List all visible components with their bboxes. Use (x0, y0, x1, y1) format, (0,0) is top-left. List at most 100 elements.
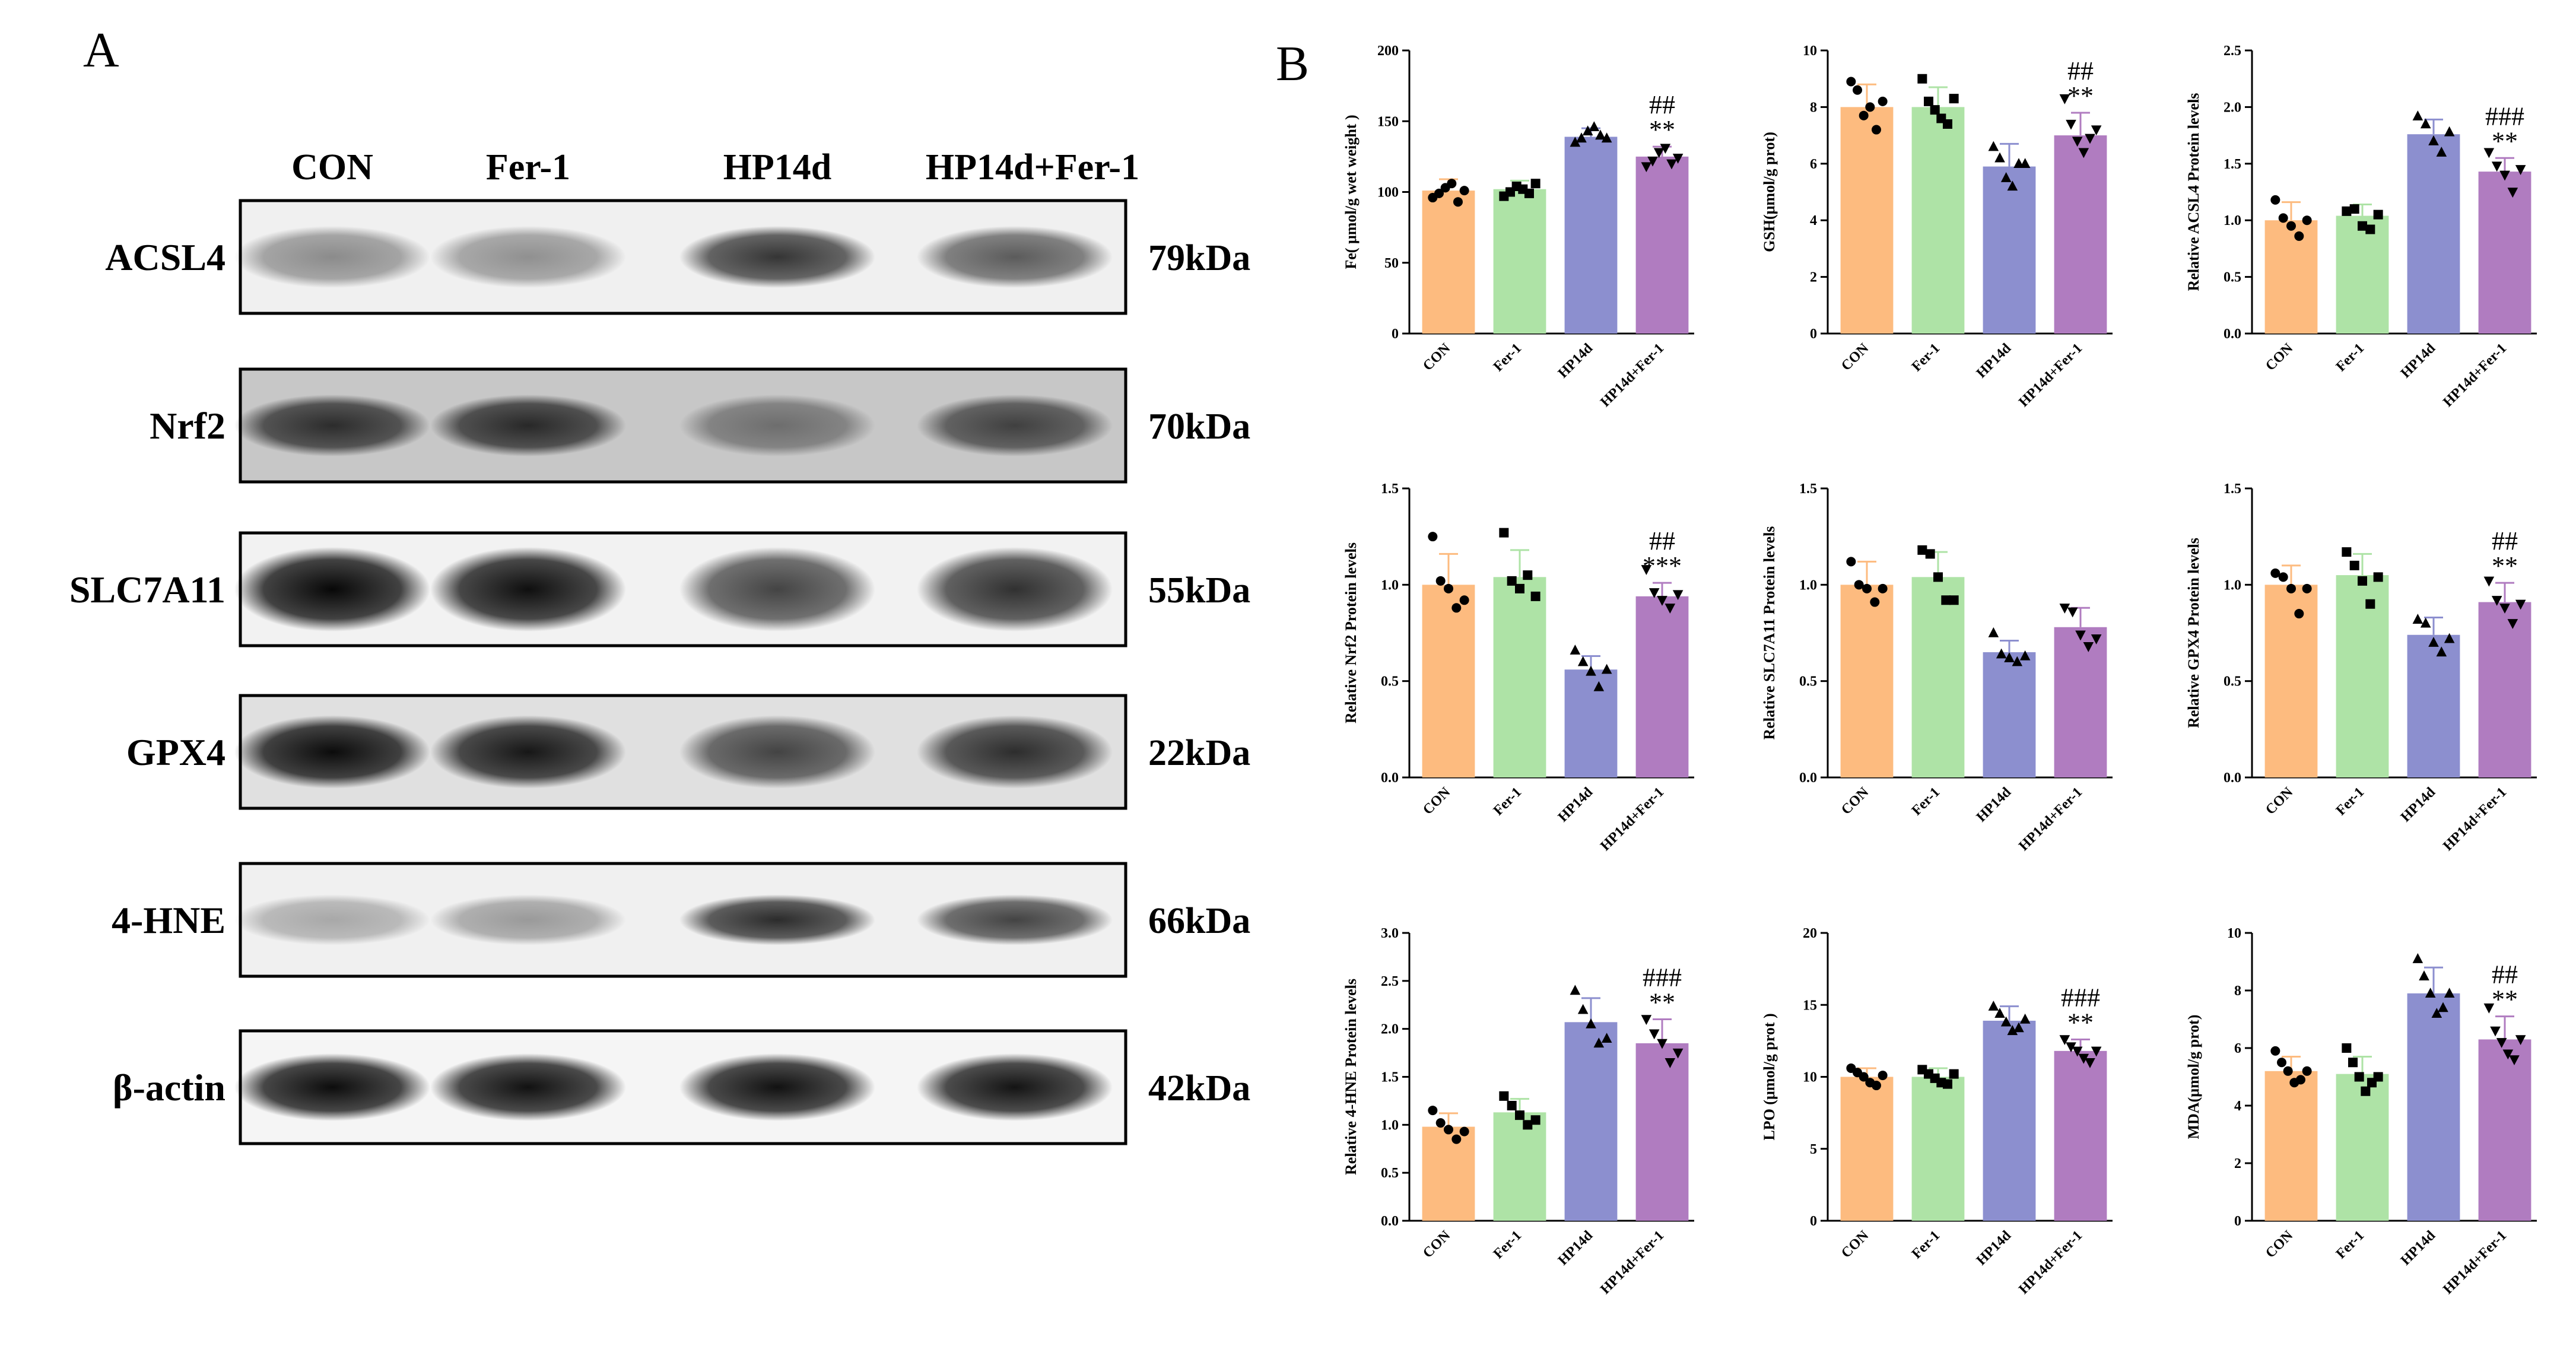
y-tick-label: 0 (2234, 1214, 2241, 1229)
data-point (2348, 1058, 2358, 1068)
data-point (2270, 195, 2280, 205)
band-gpx4-hp14d (679, 715, 875, 789)
data-point (1641, 1015, 1652, 1026)
data-point (2294, 609, 2304, 619)
data-point (1434, 188, 1444, 198)
bar-hp14d-fer-1 (1635, 596, 1689, 777)
data-point (1515, 1110, 1524, 1120)
data-point (2286, 583, 2296, 593)
data-point (2354, 1072, 2364, 1082)
data-point (2342, 547, 2352, 557)
band-4-hne-fer-1 (430, 894, 626, 945)
data-point (2499, 604, 2510, 614)
protein-label-acsl4: ACSL4 (105, 236, 225, 278)
data-point (2428, 135, 2439, 145)
bar-con (1422, 1126, 1475, 1221)
data-point (2091, 634, 2102, 645)
data-point (2425, 988, 2436, 998)
y-tick-label: 100 (1377, 185, 1399, 201)
kda-label-gpx4: 22kDa (1148, 733, 1250, 773)
data-point (1859, 1072, 1869, 1082)
data-point (1846, 557, 1856, 567)
data-point (1530, 591, 1540, 601)
data-point (2278, 572, 2288, 582)
y-tick-label: 0.0 (1381, 770, 1399, 786)
y-tick-label: 0.5 (1381, 1166, 1399, 1181)
data-point (1854, 580, 1864, 590)
data-point (1925, 549, 1935, 559)
data-point (1949, 595, 1959, 605)
data-point (1577, 656, 1589, 666)
blot-row-nrf2: Nrf2 70kDa (150, 367, 1250, 484)
data-point (2072, 136, 2083, 147)
band-nrf2-hp14d-fer-1 (917, 394, 1113, 457)
data-point (1870, 597, 1880, 607)
bar-hp14d-fer-1 (2478, 1039, 2531, 1221)
band-actin-con (234, 1053, 430, 1121)
y-tick-label: 2.5 (1381, 974, 1399, 989)
data-point (1570, 136, 1581, 147)
blot-strips: ACSL4 79kDa Nrf2 70kDa SLC7A11 55kDa GPX4 22kDa… (69, 199, 1250, 1145)
data-point (2431, 1008, 2442, 1018)
data-point (1453, 197, 1463, 207)
bar-con (1840, 107, 1894, 334)
data-point (1577, 1004, 1589, 1014)
data-point (2412, 110, 2423, 120)
y-tick-label: 8 (1810, 100, 1817, 115)
band-slc7a11-hp14d (679, 547, 875, 632)
bar-hp14d (1564, 136, 1618, 334)
data-point (2349, 204, 2359, 214)
y-tick-label: 1.5 (1381, 1070, 1399, 1085)
data-point (1507, 1101, 1517, 1110)
y-tick-label: 1.5 (1799, 481, 1817, 497)
significance-hashes: ## (1649, 526, 1675, 555)
band-actin-fer-1 (430, 1053, 626, 1121)
data-point (2000, 1016, 2012, 1027)
data-point (1988, 141, 1999, 151)
protein-label-nrf2: Nrf2 (150, 405, 225, 447)
data-point (2483, 576, 2495, 587)
bar-hp14d-fer-1 (1635, 1043, 1689, 1221)
significance-hashes: ## (2067, 56, 2094, 85)
data-point (2436, 147, 2447, 157)
data-point (1933, 572, 1943, 582)
data-point (1930, 105, 1940, 115)
lane-label-hp14d: HP14d (723, 147, 832, 188)
data-point (1994, 152, 2005, 163)
y-tick-label: 2.5 (2224, 43, 2241, 59)
y-tick-label: 5 (1810, 1142, 1817, 1157)
data-point (2502, 1049, 2514, 1060)
data-point (2283, 1066, 2293, 1076)
band-slc7a11-con (234, 547, 430, 632)
y-tick-label: 10 (1803, 1070, 1817, 1085)
data-point (1917, 74, 1927, 84)
data-point (1444, 1125, 1453, 1135)
lane-label-hp14d-fer-1: HP14d+Fer-1 (926, 147, 1139, 188)
data-point (2373, 572, 2383, 582)
data-point (2091, 1046, 2102, 1057)
y-tick-label: 3.0 (1381, 926, 1399, 941)
bar-fer-1 (1493, 577, 1546, 777)
data-point (2013, 1022, 2024, 1033)
data-point (2365, 599, 2375, 609)
y-tick-label: 2 (2234, 1156, 2241, 1171)
y-axis-label: GSH(μmol/g prot) (1761, 132, 1778, 252)
data-point (2270, 568, 2280, 578)
data-point (1672, 154, 1684, 164)
data-point (1846, 77, 1856, 87)
data-point (2373, 209, 2383, 220)
data-point (2019, 650, 2031, 661)
y-tick-label: 0.0 (2224, 326, 2241, 342)
lane-label-con: CON (291, 147, 373, 188)
y-tick-label: 0.5 (1381, 674, 1399, 690)
data-point (1524, 188, 1534, 198)
y-tick-label: 10 (1803, 43, 1817, 59)
data-point (1865, 102, 1875, 112)
data-point (1878, 1071, 1888, 1081)
bar-hp14d (2407, 634, 2460, 777)
y-axis-label: Relative Nrf2 Protein levels (1342, 542, 1360, 723)
y-tick-label: 0.5 (2224, 270, 2241, 285)
